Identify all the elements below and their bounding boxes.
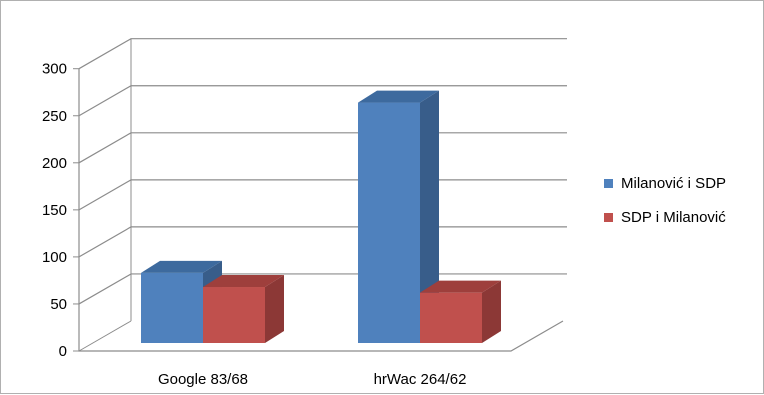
bar: [358, 90, 439, 344]
legend-item: Milanović i SDP: [604, 175, 726, 192]
legend-item: SDP i Milanović: [604, 209, 726, 226]
legend: Milanović i SDP SDP i Milanović: [604, 175, 726, 226]
y-tick-label: 200: [42, 155, 67, 172]
floor-depth-edge: [78, 320, 132, 352]
bar-front: [203, 287, 265, 343]
bar-top: [141, 260, 222, 273]
bar-side: [265, 275, 284, 343]
legend-label: Milanović i SDP: [621, 175, 726, 192]
bar-front: [420, 292, 482, 343]
bar: [420, 280, 501, 343]
bar: [203, 275, 284, 343]
y-tick-label: 250: [42, 108, 67, 125]
legend-swatch: [604, 179, 613, 188]
x-axis-labels: Google 83/68 hrWac 264/62: [158, 371, 466, 388]
y-tick-label: 50: [50, 296, 67, 313]
gridlines: [78, 38, 567, 305]
y-tick-label: 300: [42, 61, 67, 78]
y-axis-ticks: 0 50 100 150 200 250 300: [42, 61, 79, 360]
y-tick-label: 0: [59, 343, 67, 360]
gridline: [78, 85, 567, 117]
bar-side: [420, 90, 439, 344]
gridline: [78, 132, 567, 164]
legend-swatch: [604, 213, 613, 222]
bar-top: [203, 275, 284, 288]
bar-top: [420, 280, 501, 293]
bar-top: [358, 90, 439, 103]
gridline: [78, 179, 567, 211]
bar-front: [141, 272, 203, 343]
bar-side: [482, 280, 501, 343]
legend-label: SDP i Milanović: [621, 209, 726, 226]
x-category-label: hrWac 264/62: [374, 371, 467, 388]
y-tick-label: 150: [42, 202, 67, 219]
bar-front: [358, 102, 420, 344]
bars: [141, 90, 501, 344]
gridline: [78, 226, 567, 258]
y-tick-label: 100: [42, 249, 67, 266]
x-category-label: Google 83/68: [158, 371, 248, 388]
gridline: [78, 38, 567, 70]
